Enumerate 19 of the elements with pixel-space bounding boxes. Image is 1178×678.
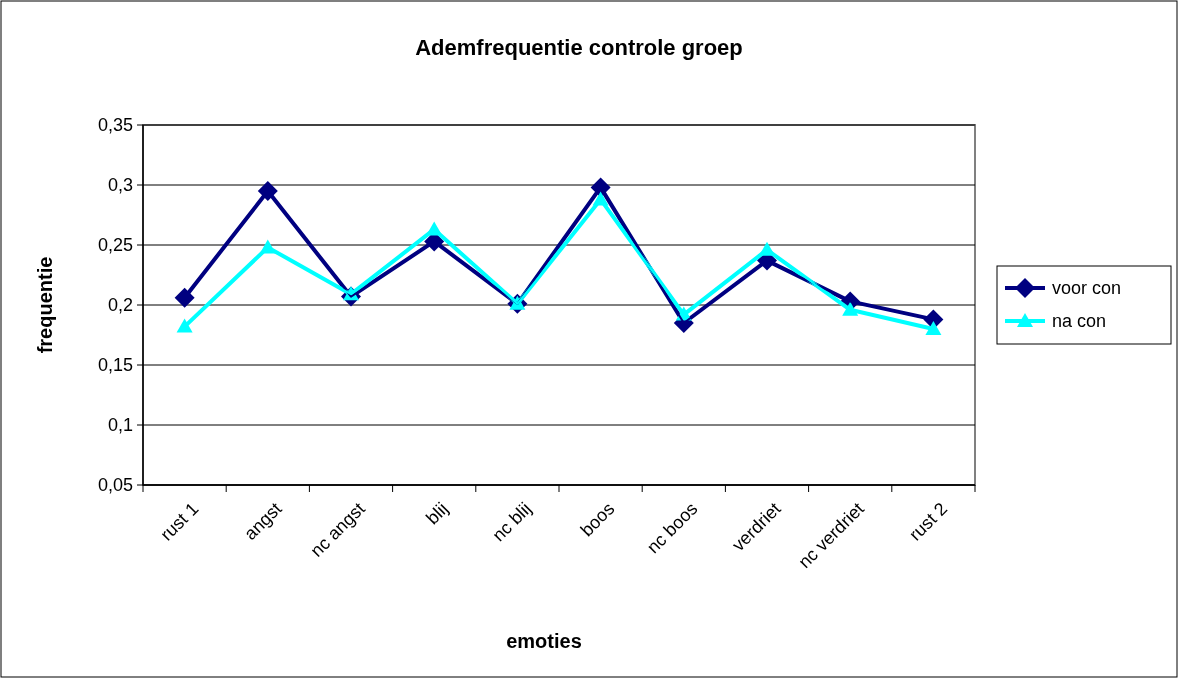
y-tick-label: 0,05 bbox=[97, 475, 133, 496]
legend-label: voor con bbox=[1052, 278, 1122, 299]
x-tick-label: nc blij bbox=[488, 498, 536, 546]
x-tick-label: rust 1 bbox=[156, 498, 203, 545]
y-tick-label: 0,35 bbox=[97, 115, 133, 136]
point bbox=[174, 287, 195, 308]
x-axis-title: emoties bbox=[506, 630, 582, 652]
y-tick-label: 0,3 bbox=[107, 175, 133, 196]
chart-title: Ademfrequentie controle groep bbox=[415, 35, 743, 60]
y-tick-label: 0,25 bbox=[97, 235, 133, 256]
point bbox=[176, 318, 193, 333]
point bbox=[925, 321, 942, 335]
x-tick-label: blij bbox=[422, 498, 452, 529]
y-tick-label: 0,1 bbox=[107, 415, 133, 436]
y-tick-label: 0,2 bbox=[107, 295, 133, 316]
legend-label: na con bbox=[1052, 311, 1107, 332]
x-tick-label: rust 2 bbox=[905, 498, 952, 545]
y-axis-title: frequentie bbox=[34, 256, 56, 354]
y-tick-label: 0,15 bbox=[97, 355, 133, 376]
